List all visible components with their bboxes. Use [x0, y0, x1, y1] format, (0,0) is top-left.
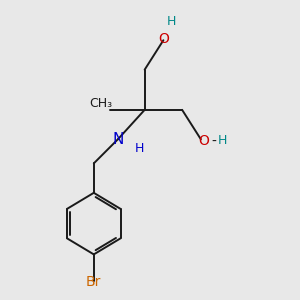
Text: N: N: [112, 132, 124, 147]
Text: Br: Br: [86, 275, 101, 290]
Text: O: O: [158, 32, 169, 46]
Text: H: H: [218, 134, 227, 147]
Text: H: H: [167, 15, 176, 28]
Text: O: O: [198, 134, 209, 148]
Text: -: -: [212, 135, 217, 149]
Text: CH₃: CH₃: [89, 97, 112, 110]
Text: H: H: [135, 142, 144, 155]
